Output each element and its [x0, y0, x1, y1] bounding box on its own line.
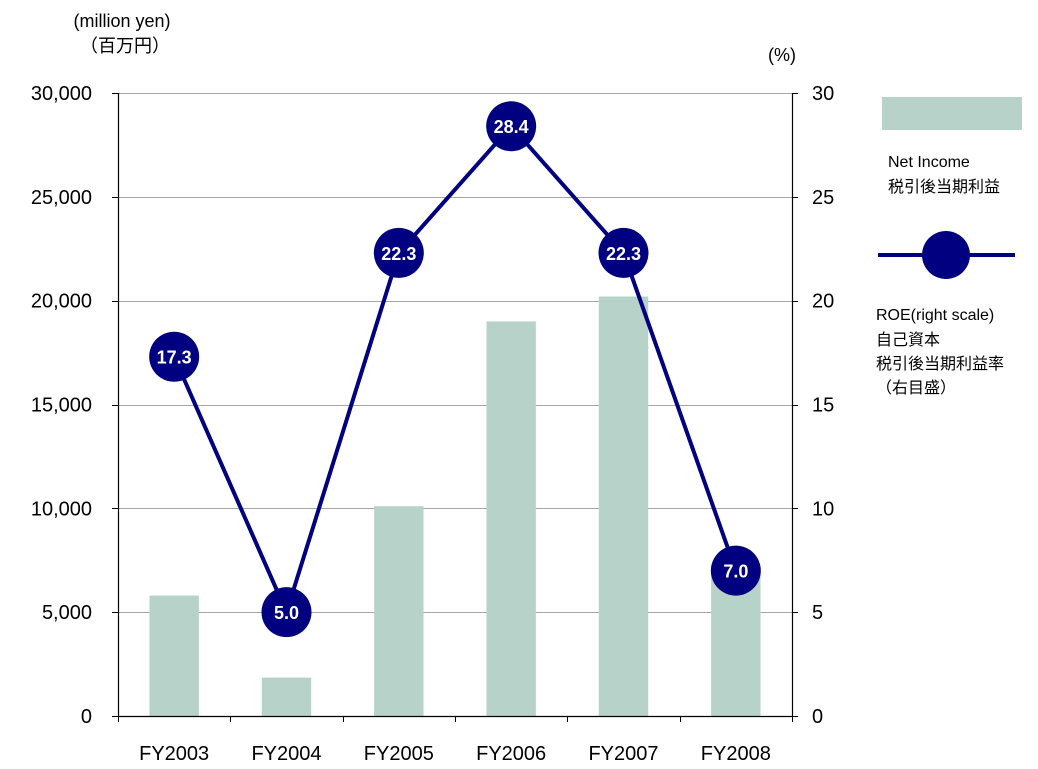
roe-marker-fy2004 [261, 587, 312, 638]
gridlines [118, 93, 792, 613]
bar-fy2006 [486, 321, 536, 716]
right-tick-label-6: 30 [812, 83, 834, 105]
right-tick-label-5: 25 [812, 187, 834, 209]
roe-marker-fy2008 [710, 545, 761, 596]
legend-net-income-swatch [882, 97, 1022, 130]
legend-roe-label-ja-3: （右目盛） [876, 379, 956, 397]
legend-roe-label: ROE(right scale) [876, 307, 994, 324]
right-tick-label-0: 0 [812, 706, 823, 728]
left-tick-label-6: 30,000 [31, 83, 92, 105]
roe-data-label-fy2005: 22.3 [381, 244, 416, 264]
roe-marker-fy2007 [598, 227, 649, 278]
left-tick-label-5: 25,000 [31, 187, 92, 209]
bar-fy2005 [374, 506, 424, 716]
left-unit-label-ja: （百万円） [80, 36, 170, 56]
roe-data-label-fy2008: 7.0 [723, 562, 748, 582]
bar-fy2003 [149, 595, 199, 716]
axes [112, 93, 798, 722]
tick-labels: 0 5,000 10,000 15,000 20,000 25,000 30,000 0 5 10… [31, 83, 834, 765]
legend: Net Income 税引後当期利益 ROE(right scale) 自己資本… [876, 97, 1022, 397]
roe-line-series: 17.3 5.0 22.3 28.4 22.3 7.0 [149, 101, 761, 638]
legend-roe-label-ja-2: 税引後当期利益率 [876, 355, 1004, 373]
left-tick-label-0: 0 [81, 706, 92, 728]
x-tick-label-fy2004: FY2004 [251, 743, 321, 765]
roe-data-label-fy2006: 28.4 [494, 117, 529, 137]
roe-data-label-fy2003: 17.3 [157, 348, 192, 368]
legend-roe-label-ja-1: 自己資本 [876, 331, 940, 349]
right-tick-label-3: 15 [812, 395, 834, 417]
x-tick-label-fy2008: FY2008 [701, 743, 771, 765]
legend-net-income-label: Net Income [888, 154, 970, 171]
x-tick-label-fy2005: FY2005 [364, 743, 434, 765]
bar-fy2004 [261, 677, 312, 716]
right-unit-label: (%) [768, 45, 796, 65]
right-tick-label-4: 20 [812, 291, 834, 313]
roe-marker-fy2006 [486, 101, 537, 152]
roe-marker-fy2005 [373, 227, 424, 278]
legend-roe-marker-swatch [922, 231, 970, 279]
left-tick-label-3: 15,000 [31, 395, 92, 417]
roe-data-label-fy2007: 22.3 [606, 244, 641, 264]
right-tick-label-2: 10 [812, 498, 834, 520]
bar-fy2008 [711, 572, 761, 716]
roe-data-label-fy2004: 5.0 [274, 603, 299, 623]
roe-line [172, 124, 738, 615]
x-tick-label-fy2007: FY2007 [588, 743, 658, 765]
left-unit-label: (million yen) [73, 11, 170, 31]
left-tick-label-2: 10,000 [31, 498, 92, 520]
right-tick-label-1: 5 [812, 602, 823, 624]
left-tick-label-4: 20,000 [31, 291, 92, 313]
legend-net-income-label-ja: 税引後当期利益 [888, 178, 1000, 196]
x-tick-label-fy2003: FY2003 [139, 743, 209, 765]
roe-marker-fy2003 [149, 331, 200, 382]
left-tick-label-1: 5,000 [42, 602, 92, 624]
net-income-bars [149, 296, 761, 716]
bar-fy2007 [598, 296, 649, 716]
x-tick-label-fy2006: FY2006 [476, 743, 546, 765]
